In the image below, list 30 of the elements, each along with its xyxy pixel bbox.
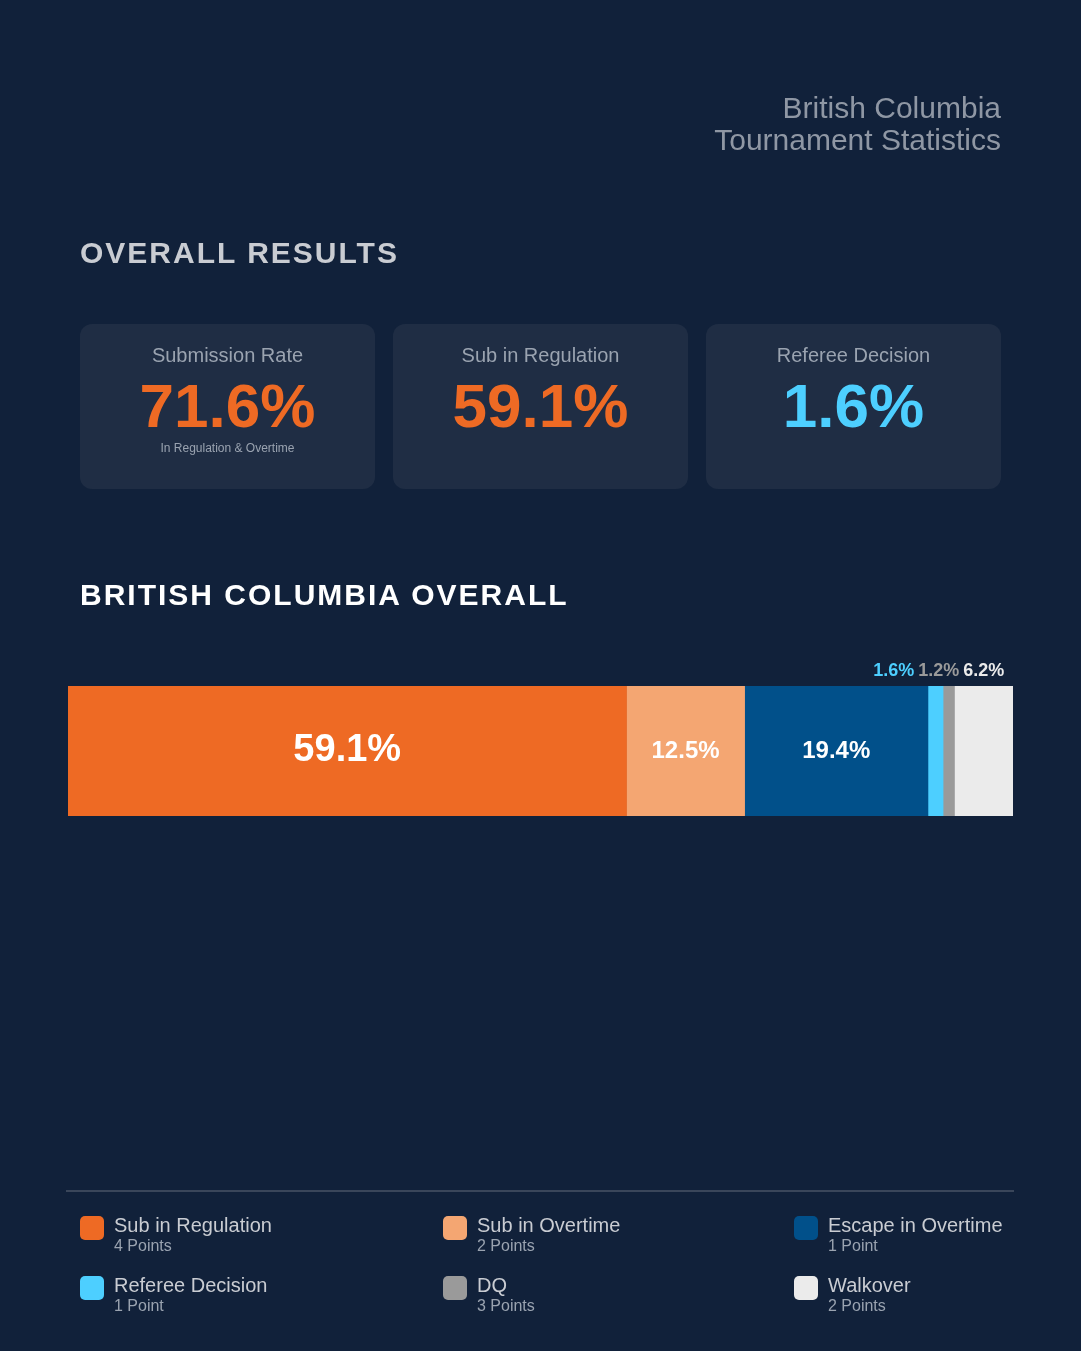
legend-label: Walkover [828,1274,911,1297]
bar [68,686,627,816]
stat-card: Submission Rate 71.6% In Regulation & Overtime [80,324,375,489]
data-label: 6.2% [963,659,1005,680]
legend-label: Escape in Overtime [828,1214,1003,1237]
data-label: 1.2% [918,659,960,680]
text: 3 Points [477,1297,535,1315]
bar [626,686,745,816]
data-label: 1.6% [873,659,915,680]
bar [744,686,929,816]
bar [942,686,955,816]
bar [954,686,1013,816]
text: 2 Points [828,1297,887,1315]
text: 4 Points [114,1237,173,1255]
legend-label: Sub in Overtime [477,1214,621,1237]
legend-label: Referee Decision [114,1274,268,1297]
legend-label: Sub in Regulation [114,1214,272,1237]
stat-card: Referee Decision 1.6% [706,324,1001,489]
data-label: 12.5% [651,735,720,763]
chart-title: BRITISH COLUMBIA OVERALL [80,578,569,612]
text: British Columbia Tournament Statistics [713,91,1001,156]
bar [927,686,944,816]
text: OVERALL RESULTS [80,236,399,270]
legend-label: DQ [477,1274,508,1297]
text: 2 Points [477,1237,536,1255]
data-label: 59.1% [293,727,402,770]
data-label: 19.4% [802,735,871,763]
text: 1 Point [828,1237,879,1255]
text: 1 Point [114,1297,165,1315]
stat-card: Sub in Regulation 59.1% [393,324,688,489]
